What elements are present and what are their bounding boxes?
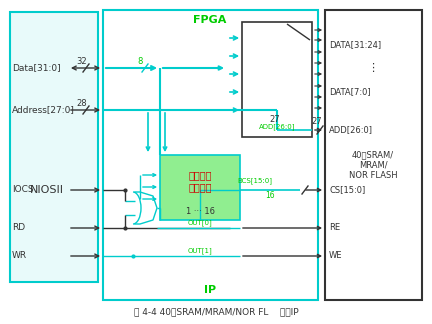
Text: OUT[0]: OUT[0] — [187, 220, 213, 226]
Text: ⋮: ⋮ — [368, 63, 378, 73]
Text: 32: 32 — [77, 56, 87, 65]
Text: BCS[15:0]: BCS[15:0] — [238, 178, 273, 184]
Text: IP: IP — [204, 285, 216, 295]
Bar — [10, 12, 98, 282]
Bar — [160, 155, 240, 220]
Text: OUT[1]: OUT[1] — [187, 248, 213, 254]
Text: 16: 16 — [265, 191, 275, 200]
Text: RD: RD — [12, 224, 25, 233]
Text: RE: RE — [329, 224, 340, 233]
Text: CS[15:0]: CS[15:0] — [329, 186, 365, 194]
Text: 27: 27 — [311, 118, 322, 126]
Text: NIOSII: NIOSII — [30, 185, 64, 195]
Text: 28: 28 — [77, 98, 87, 108]
Text: 1 ··· 16: 1 ··· 16 — [185, 207, 215, 216]
Text: Address[27:0]: Address[27:0] — [12, 106, 75, 114]
Text: DATA[31:24]: DATA[31:24] — [329, 40, 381, 50]
Text: 27: 27 — [270, 115, 280, 124]
Bar — [103, 10, 318, 300]
Text: DATA[7:0]: DATA[7:0] — [329, 87, 371, 97]
Text: Data[31:0]: Data[31:0] — [12, 64, 60, 73]
Text: ADD[26:0]: ADD[26:0] — [329, 125, 373, 134]
Text: ADD[26:0]: ADD[26:0] — [259, 124, 295, 130]
Text: FPGA: FPGA — [193, 15, 227, 25]
Text: 8: 8 — [137, 56, 143, 65]
Bar — [242, 22, 312, 137]
Text: 片选和位
选寄存器: 片选和位 选寄存器 — [188, 170, 212, 192]
Text: 40位SRAM/
MRAM/
NOR FLASH: 40位SRAM/ MRAM/ NOR FLASH — [349, 150, 397, 180]
Text: IOCS: IOCS — [12, 186, 34, 194]
Text: WE: WE — [329, 251, 343, 260]
Bar — [325, 10, 422, 300]
Text: WR: WR — [12, 251, 27, 260]
Text: 图 4-4 40位SRAM/MRAM/NOR FL    接口IP: 图 4-4 40位SRAM/MRAM/NOR FL 接口IP — [133, 307, 299, 317]
